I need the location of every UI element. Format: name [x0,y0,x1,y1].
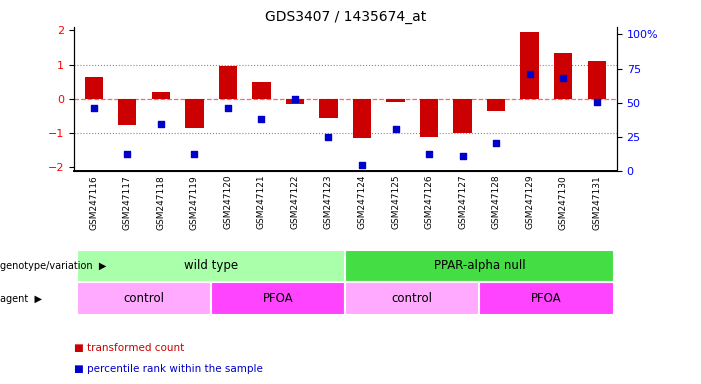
Bar [554,53,573,99]
Bar [219,66,237,99]
Text: GSM247129: GSM247129 [525,175,534,230]
Text: GSM247117: GSM247117 [123,175,132,230]
Text: GSM247130: GSM247130 [559,175,568,230]
Text: GSM247119: GSM247119 [190,175,199,230]
Text: wild type: wild type [184,260,238,272]
Text: PPAR-alpha null: PPAR-alpha null [434,260,525,272]
Bar [454,99,472,133]
Bar [587,61,606,99]
Text: GSM247122: GSM247122 [290,175,299,229]
Bar [487,99,505,111]
Text: GSM247131: GSM247131 [592,175,601,230]
Bar [185,99,203,128]
Text: GSM247126: GSM247126 [425,175,434,230]
Text: PFOA: PFOA [531,292,562,305]
Bar [346,250,613,282]
Text: GSM247116: GSM247116 [89,175,98,230]
Point [591,99,602,105]
Bar [118,99,137,124]
Point [222,106,233,112]
Text: PFOA: PFOA [263,292,294,305]
Bar [252,82,271,99]
Text: genotype/variation  ▶: genotype/variation ▶ [0,261,107,271]
Text: GSM247118: GSM247118 [156,175,165,230]
Bar [353,99,372,138]
Text: ■ percentile rank within the sample: ■ percentile rank within the sample [74,364,262,374]
Text: GSM247120: GSM247120 [224,175,232,230]
Text: GSM247127: GSM247127 [458,175,467,230]
Bar [386,99,404,102]
Bar [77,250,346,282]
Point [323,134,334,141]
Text: GSM247125: GSM247125 [391,175,400,230]
Bar [286,99,304,104]
Point [390,126,401,132]
Point [491,140,502,146]
Text: GSM247128: GSM247128 [491,175,501,230]
Title: GDS3407 / 1435674_at: GDS3407 / 1435674_at [264,10,426,25]
Text: agent  ▶: agent ▶ [0,293,42,304]
Bar [319,99,338,118]
Point [557,75,569,81]
Bar [346,282,479,315]
Bar [420,99,438,137]
Text: control: control [392,292,433,305]
Point [88,106,100,112]
Point [423,151,435,157]
Point [356,162,367,168]
Point [290,96,301,102]
Text: GSM247124: GSM247124 [358,175,367,229]
Point [524,71,536,77]
Bar [479,282,613,315]
Text: GSM247123: GSM247123 [324,175,333,230]
Point [155,121,166,127]
Bar [85,76,103,99]
Text: control: control [123,292,165,305]
Text: ■ transformed count: ■ transformed count [74,343,184,353]
Point [457,154,468,160]
Text: GSM247121: GSM247121 [257,175,266,230]
Bar [520,32,539,99]
Point [122,151,133,157]
Bar [211,282,346,315]
Bar [77,282,211,315]
Bar [151,92,170,99]
Point [256,116,267,122]
Point [189,151,200,157]
